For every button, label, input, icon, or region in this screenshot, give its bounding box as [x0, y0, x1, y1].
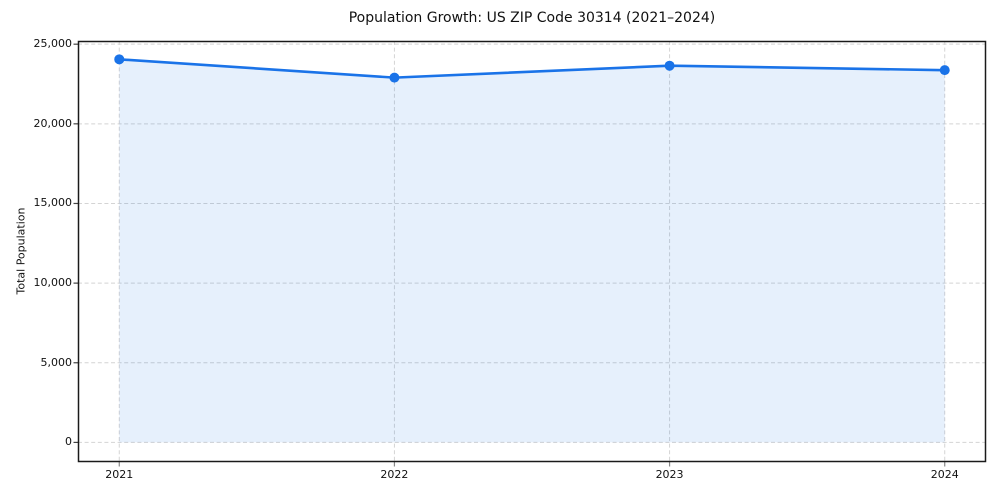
x-tick-label: 2021	[105, 468, 134, 481]
plot-area	[73, 40, 987, 467]
data-point	[389, 72, 400, 83]
x-tick-label: 2024	[930, 468, 959, 481]
y-tick-label: 15,000	[33, 196, 73, 210]
plot-spines	[77, 40, 987, 463]
area-fill	[119, 59, 945, 443]
x-tick-label: 2022	[380, 468, 409, 481]
chart-title: Population Growth: US ZIP Code 30314 (20…	[348, 10, 716, 26]
data-line	[117, 58, 947, 79]
data-point	[114, 54, 125, 65]
y-tick-label: 25,000	[33, 37, 73, 51]
x-tick-label: 2023	[655, 468, 684, 481]
data-point	[939, 65, 950, 76]
y-tick-label: 5,000	[40, 355, 73, 369]
data-point	[664, 60, 675, 71]
y-tick-label: 0	[65, 435, 72, 449]
y-tick-label: 10,000	[33, 276, 73, 290]
y-tick-label: 20,000	[33, 116, 73, 130]
